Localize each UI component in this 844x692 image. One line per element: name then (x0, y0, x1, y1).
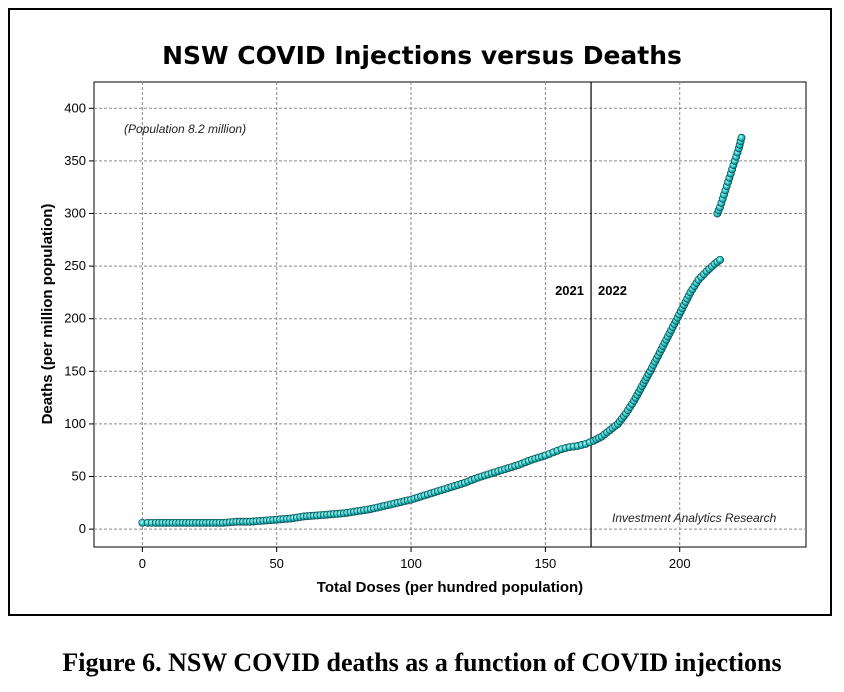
y-tick-label: 250 (64, 258, 86, 273)
data-point (737, 133, 746, 142)
x-tick-label: 100 (400, 556, 422, 571)
chart-title: NSW COVID Injections versus Deaths (162, 41, 682, 70)
y-tick-label: 100 (64, 416, 86, 431)
y-tick-label: 400 (64, 100, 86, 115)
y-tick-label: 300 (64, 206, 86, 221)
figure-caption: Figure 6. NSW COVID deaths as a function… (62, 648, 782, 677)
x-axis-label: Total Doses (per hundred population) (317, 579, 583, 596)
x-tick-label: 50 (269, 556, 283, 571)
x-tick-label: 150 (535, 556, 557, 571)
y-tick-label: 350 (64, 153, 86, 168)
year-label-2022: 2022 (598, 283, 627, 298)
y-axis-label: Deaths (per million population) (39, 204, 56, 425)
source-note: Investment Analytics Research (612, 511, 777, 525)
x-tick-label: 200 (669, 556, 691, 571)
chart: NSW COVID Injections versus Deaths 0 50 10… (39, 41, 807, 596)
y-tick-label: 150 (64, 363, 86, 378)
y-tick-label: 0 (79, 521, 86, 536)
x-tick-label: 0 (139, 556, 146, 571)
population-note: (Population 8.2 million) (124, 122, 246, 136)
y-tick-label: 200 (64, 311, 86, 326)
plot-area (93, 81, 807, 548)
y-tick-label: 50 (72, 469, 86, 484)
year-label-2021: 2021 (555, 283, 584, 298)
data-point (716, 255, 724, 264)
